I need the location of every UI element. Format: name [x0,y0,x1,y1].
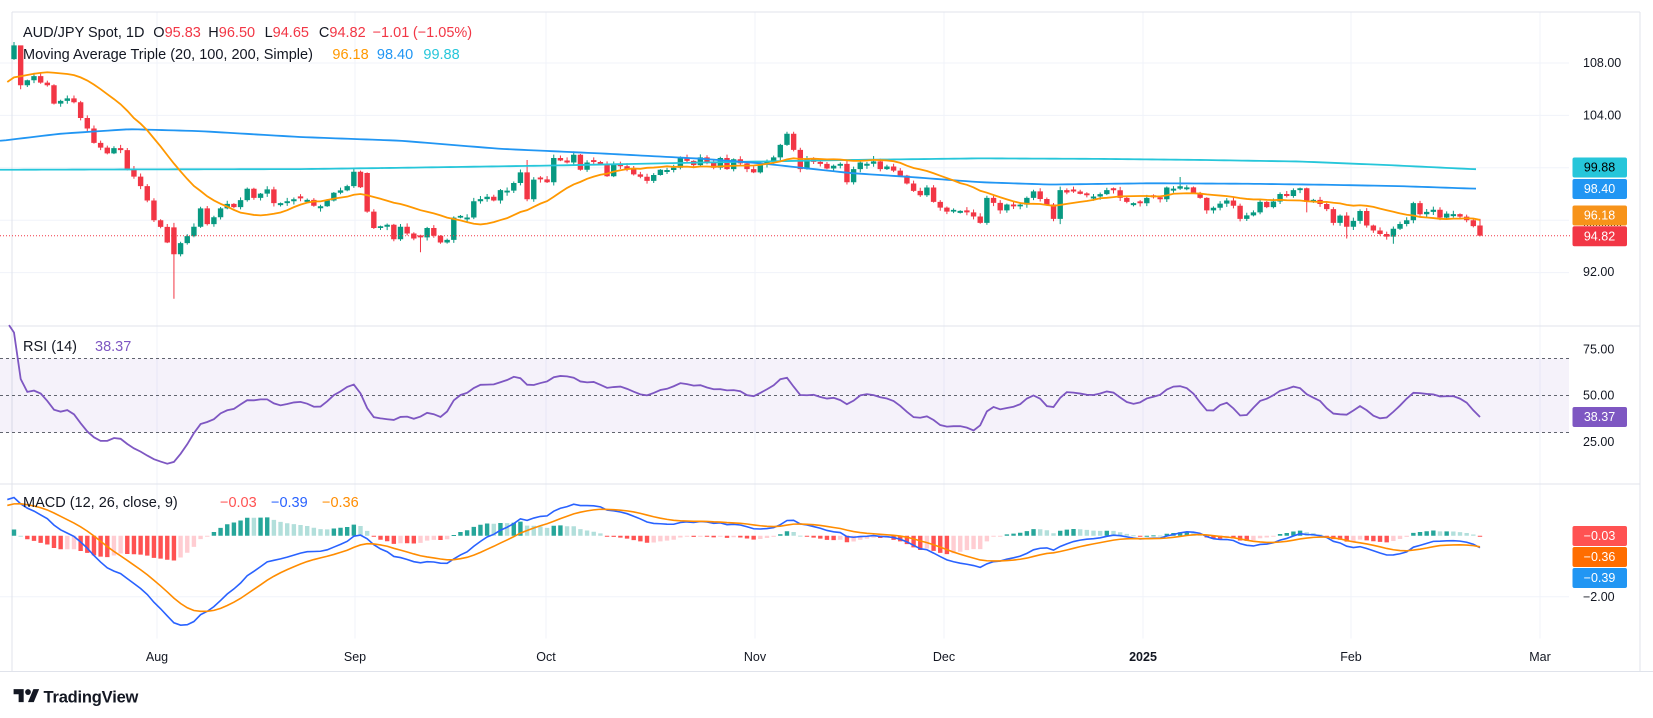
svg-text:96.18: 96.18 [1584,209,1615,223]
svg-text:Moving Average Triple (20, 100: Moving Average Triple (20, 100, 200, Sim… [23,47,460,63]
svg-text:75.00: 75.00 [1583,342,1614,356]
svg-text:92.00: 92.00 [1583,265,1614,279]
svg-text:Nov: Nov [744,650,767,664]
svg-text:Oct: Oct [536,650,556,664]
svg-text:Dec: Dec [933,650,955,664]
svg-text:−0.03: −0.03 [1584,529,1616,543]
svg-text:Aug: Aug [146,650,168,664]
svg-text:108.00: 108.00 [1583,56,1621,70]
svg-text:25.00: 25.00 [1583,435,1614,449]
svg-text:38.37: 38.37 [1584,410,1615,424]
svg-text:−0.39: −0.39 [1584,571,1616,585]
svg-text:TradingView: TradingView [44,689,139,707]
svg-text:94.82: 94.82 [1584,230,1615,244]
svg-text:104.00: 104.00 [1583,109,1621,123]
svg-text:MACD (12, 26, close, 9)−0.03−0: MACD (12, 26, close, 9) −0.03 −0.39 −0.36 [23,495,359,511]
svg-text:99.88: 99.88 [1584,161,1615,175]
svg-text:−2.00: −2.00 [1583,590,1615,604]
svg-text:−0.36: −0.36 [1584,550,1616,564]
svg-text:RSI (14)38.37: RSI (14) 38.37 [23,339,131,355]
svg-text:2025: 2025 [1129,650,1157,664]
svg-text:Feb: Feb [1340,650,1362,664]
svg-text:50.00: 50.00 [1583,389,1614,403]
svg-text:Sep: Sep [344,650,366,664]
svg-text:98.40: 98.40 [1584,182,1615,196]
svg-text:Mar: Mar [1529,650,1551,664]
